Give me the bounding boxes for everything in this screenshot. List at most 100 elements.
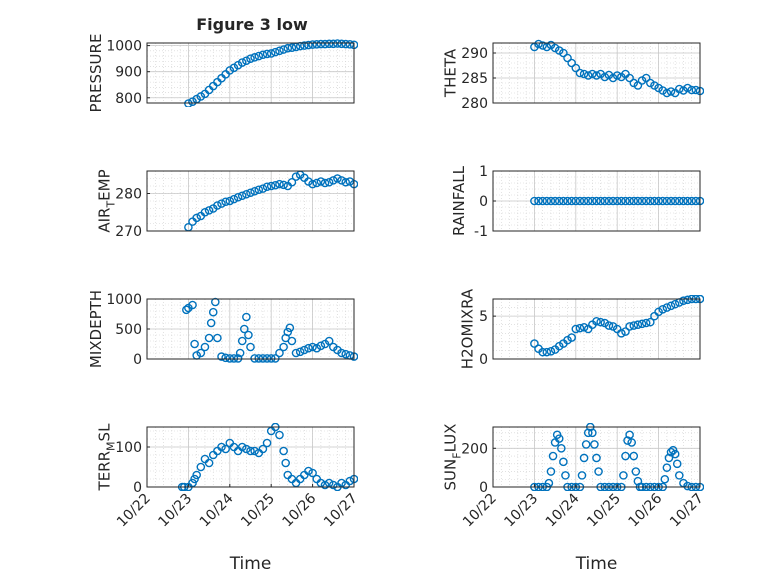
y-axis-label: AIRTEMP (96, 169, 118, 232)
data-point (279, 446, 288, 456)
data-point (246, 188, 255, 198)
data-point (328, 480, 338, 490)
data-point (666, 447, 676, 457)
data-point (279, 45, 288, 54)
data-series (182, 297, 358, 363)
y-tick-label: 0 (133, 480, 142, 496)
data-point (600, 72, 610, 82)
data-point (254, 51, 264, 61)
data-point (662, 196, 672, 206)
data-point (604, 321, 614, 330)
data-point (258, 50, 268, 60)
data-point (588, 69, 597, 79)
data-point (625, 73, 634, 83)
data-point (262, 354, 272, 363)
data-point (650, 196, 659, 206)
data-point (258, 354, 268, 363)
data-point (563, 196, 572, 206)
data-point (567, 333, 576, 342)
data-point (246, 446, 255, 456)
data-point (213, 201, 222, 210)
data-point (250, 186, 259, 196)
y-tick-label: 0 (479, 194, 488, 210)
data-point (579, 69, 589, 79)
data-point (281, 458, 290, 468)
data-point (592, 453, 601, 463)
data-point (592, 196, 601, 206)
y-tick-label: 500 (115, 322, 142, 338)
data-point (337, 348, 346, 358)
data-point (283, 327, 293, 337)
data-point (312, 178, 322, 188)
y-tick-label: 1000 (106, 39, 142, 55)
data-point (237, 442, 247, 452)
data-series (184, 170, 358, 232)
data-point (266, 181, 276, 191)
data-point (592, 316, 601, 326)
data-series (530, 39, 704, 98)
data-point (324, 336, 334, 346)
data-point (312, 343, 322, 353)
figure-title: Figure 3 low (196, 15, 308, 34)
data-point (559, 48, 568, 58)
data-point (679, 196, 688, 206)
data-point (217, 442, 226, 452)
data-point (658, 304, 668, 314)
y-tick-label: 1 (479, 164, 488, 180)
data-point (577, 471, 587, 480)
data-point (600, 196, 610, 206)
y-tick-label: 900 (115, 65, 142, 81)
data-point (654, 196, 663, 206)
data-point (244, 330, 253, 340)
data-point (295, 347, 305, 357)
data-point (279, 342, 288, 352)
data-point (559, 196, 568, 206)
data-point (612, 196, 622, 206)
data-point (631, 467, 641, 476)
axes-box (146, 426, 355, 488)
data-point (304, 343, 313, 353)
data-point (641, 73, 651, 83)
data-point (271, 180, 280, 190)
axes-box (492, 298, 701, 360)
data-point (237, 336, 247, 346)
data-point (235, 348, 245, 358)
data-point (275, 46, 284, 56)
data-point (308, 468, 317, 478)
data-point (683, 196, 692, 206)
y-tick-label: 1000 (106, 292, 142, 308)
data-point (675, 471, 684, 480)
data-point (196, 348, 206, 358)
y-axis-label: THETA (442, 48, 460, 98)
data-point (530, 196, 539, 206)
data-point (190, 339, 199, 349)
data-point (279, 180, 288, 190)
plot-area (147, 43, 354, 103)
data-point (204, 333, 214, 343)
data-point (337, 176, 346, 185)
data-point (258, 444, 268, 454)
data-point (583, 71, 593, 80)
data-point (300, 345, 309, 355)
data-point (567, 196, 576, 206)
data-point (592, 71, 601, 80)
data-point (596, 196, 605, 206)
data-point (192, 213, 201, 223)
data-point (316, 341, 326, 351)
y-axis-label: TERRMSL (96, 423, 118, 492)
data-point (291, 348, 301, 358)
data-point (664, 453, 674, 463)
data-point (204, 206, 214, 215)
data-point (625, 196, 634, 206)
data-point (182, 305, 191, 315)
subplot-4: -1 0 1 RAINFALL (450, 164, 704, 240)
data-point (534, 39, 543, 49)
data-point (217, 199, 226, 208)
data-point (629, 196, 639, 206)
data-point (538, 347, 547, 357)
